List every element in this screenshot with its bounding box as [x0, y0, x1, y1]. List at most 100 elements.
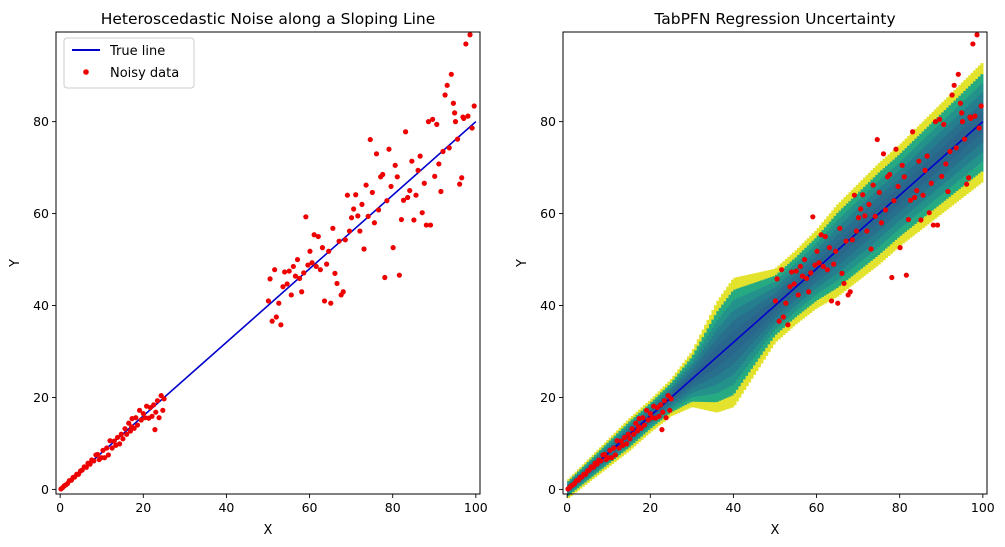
- uncertainty-cell: [726, 297, 730, 308]
- uncertainty-cell: [863, 243, 867, 252]
- uncertainty-cell: [679, 384, 683, 390]
- right-data-point: [847, 289, 853, 295]
- left-data-point: [138, 417, 144, 423]
- uncertainty-cell: [772, 281, 776, 289]
- uncertainty-cell: [811, 265, 815, 273]
- uncertainty-cell: [625, 436, 629, 440]
- uncertainty-cell: [726, 326, 730, 338]
- uncertainty-cell: [977, 95, 981, 106]
- right-data-point: [880, 151, 887, 157]
- uncertainty-cell: [762, 279, 766, 287]
- uncertainty-cell: [694, 354, 698, 361]
- uncertainty-cell: [591, 470, 595, 474]
- uncertainty-cell: [975, 67, 979, 80]
- uncertainty-cell: [620, 430, 624, 434]
- uncertainty-cell: [750, 335, 754, 345]
- left-y-axis-label: Y: [8, 259, 23, 268]
- uncertainty-cell: [850, 221, 854, 230]
- right-data-point: [943, 161, 949, 167]
- uncertainty-cell: [762, 344, 766, 352]
- uncertainty-cell: [973, 149, 977, 160]
- uncertainty-cell: [770, 269, 774, 278]
- right-data-point: [636, 424, 642, 430]
- uncertainty-cell: [848, 192, 852, 202]
- uncertainty-cell: [850, 268, 854, 277]
- uncertainty-cell: [823, 246, 827, 255]
- right-data-point: [853, 228, 860, 234]
- uncertainty-cell: [777, 272, 781, 279]
- left-data-point: [326, 248, 332, 254]
- uncertainty-cell: [794, 305, 798, 312]
- left-data-point: [269, 318, 275, 324]
- uncertainty-cell: [816, 254, 820, 261]
- uncertainty-cell: [684, 376, 688, 381]
- uncertainty-cell: [792, 276, 796, 284]
- uncertainty-cell: [929, 195, 933, 205]
- uncertainty-cell: [682, 370, 686, 376]
- uncertainty-cell: [936, 125, 940, 135]
- uncertainty-cell: [933, 154, 937, 165]
- uncertainty-cell: [821, 236, 825, 244]
- uncertainty-cell: [899, 168, 903, 178]
- uncertainty-cell: [858, 191, 862, 200]
- uncertainty-cell: [968, 104, 972, 115]
- uncertainty-cell: [804, 247, 808, 254]
- left-data-point: [153, 409, 159, 415]
- right-panel: TabPFN Regression Uncertainty 0 20 40 60 80 1…: [515, 10, 995, 538]
- uncertainty-cell: [664, 383, 669, 388]
- uncertainty-cell: [904, 207, 908, 216]
- uncertainty-cell: [723, 360, 727, 371]
- uncertainty-cell: [853, 243, 857, 252]
- uncertainty-cell: [760, 332, 764, 341]
- uncertainty-cell: [909, 219, 913, 229]
- uncertainty-cell: [750, 299, 754, 309]
- uncertainty-cell: [867, 189, 871, 198]
- right-y-tick-label: 60: [540, 206, 556, 221]
- uncertainty-cell: [691, 358, 695, 364]
- uncertainty-cell: [755, 354, 759, 363]
- uncertainty-cell: [596, 452, 600, 455]
- uncertainty-cell: [792, 301, 796, 309]
- uncertainty-cell: [682, 402, 686, 407]
- left-data-point: [136, 407, 143, 413]
- uncertainty-cell: [801, 249, 805, 257]
- uncertainty-cell: [977, 104, 981, 115]
- right-data-point: [897, 245, 903, 251]
- uncertainty-cell: [863, 235, 867, 244]
- uncertainty-cell: [679, 370, 683, 375]
- uncertainty-cell: [811, 258, 815, 266]
- uncertainty-cell: [581, 464, 585, 467]
- uncertainty-cell: [608, 460, 612, 464]
- uncertainty-cell: [809, 235, 813, 244]
- uncertainty-cell: [735, 350, 739, 361]
- uncertainty-cell: [757, 328, 761, 337]
- uncertainty-cell: [596, 449, 600, 453]
- right-data-point: [872, 213, 878, 219]
- uncertainty-cell: [596, 468, 600, 472]
- uncertainty-cell: [936, 106, 940, 118]
- uncertainty-cell: [897, 213, 901, 222]
- uncertainty-cell: [872, 258, 876, 269]
- uncertainty-cell: [733, 299, 737, 310]
- uncertainty-cell: [941, 167, 945, 177]
- uncertainty-cell: [723, 370, 727, 381]
- uncertainty-cell: [892, 175, 896, 184]
- uncertainty-cell: [743, 332, 747, 344]
- uncertainty-cell: [660, 388, 664, 393]
- uncertainty-cell: [581, 466, 585, 469]
- uncertainty-cell: [740, 345, 744, 356]
- uncertainty-cell: [569, 490, 573, 493]
- uncertainty-cell: [576, 484, 580, 487]
- right-data-point: [609, 455, 615, 461]
- uncertainty-cell: [728, 324, 732, 335]
- uncertainty-cell: [953, 118, 957, 128]
- uncertainty-cell: [762, 323, 766, 331]
- left-data-point: [140, 410, 146, 417]
- left-data-point: [398, 216, 405, 223]
- uncertainty-cell: [770, 334, 774, 342]
- uncertainty-cell: [777, 308, 781, 316]
- uncertainty-cell: [899, 143, 903, 153]
- left-chart-title: Heteroscedastic Noise along a Sloping Li…: [101, 10, 436, 28]
- uncertainty-cell: [721, 341, 725, 353]
- uncertainty-cell: [877, 246, 881, 256]
